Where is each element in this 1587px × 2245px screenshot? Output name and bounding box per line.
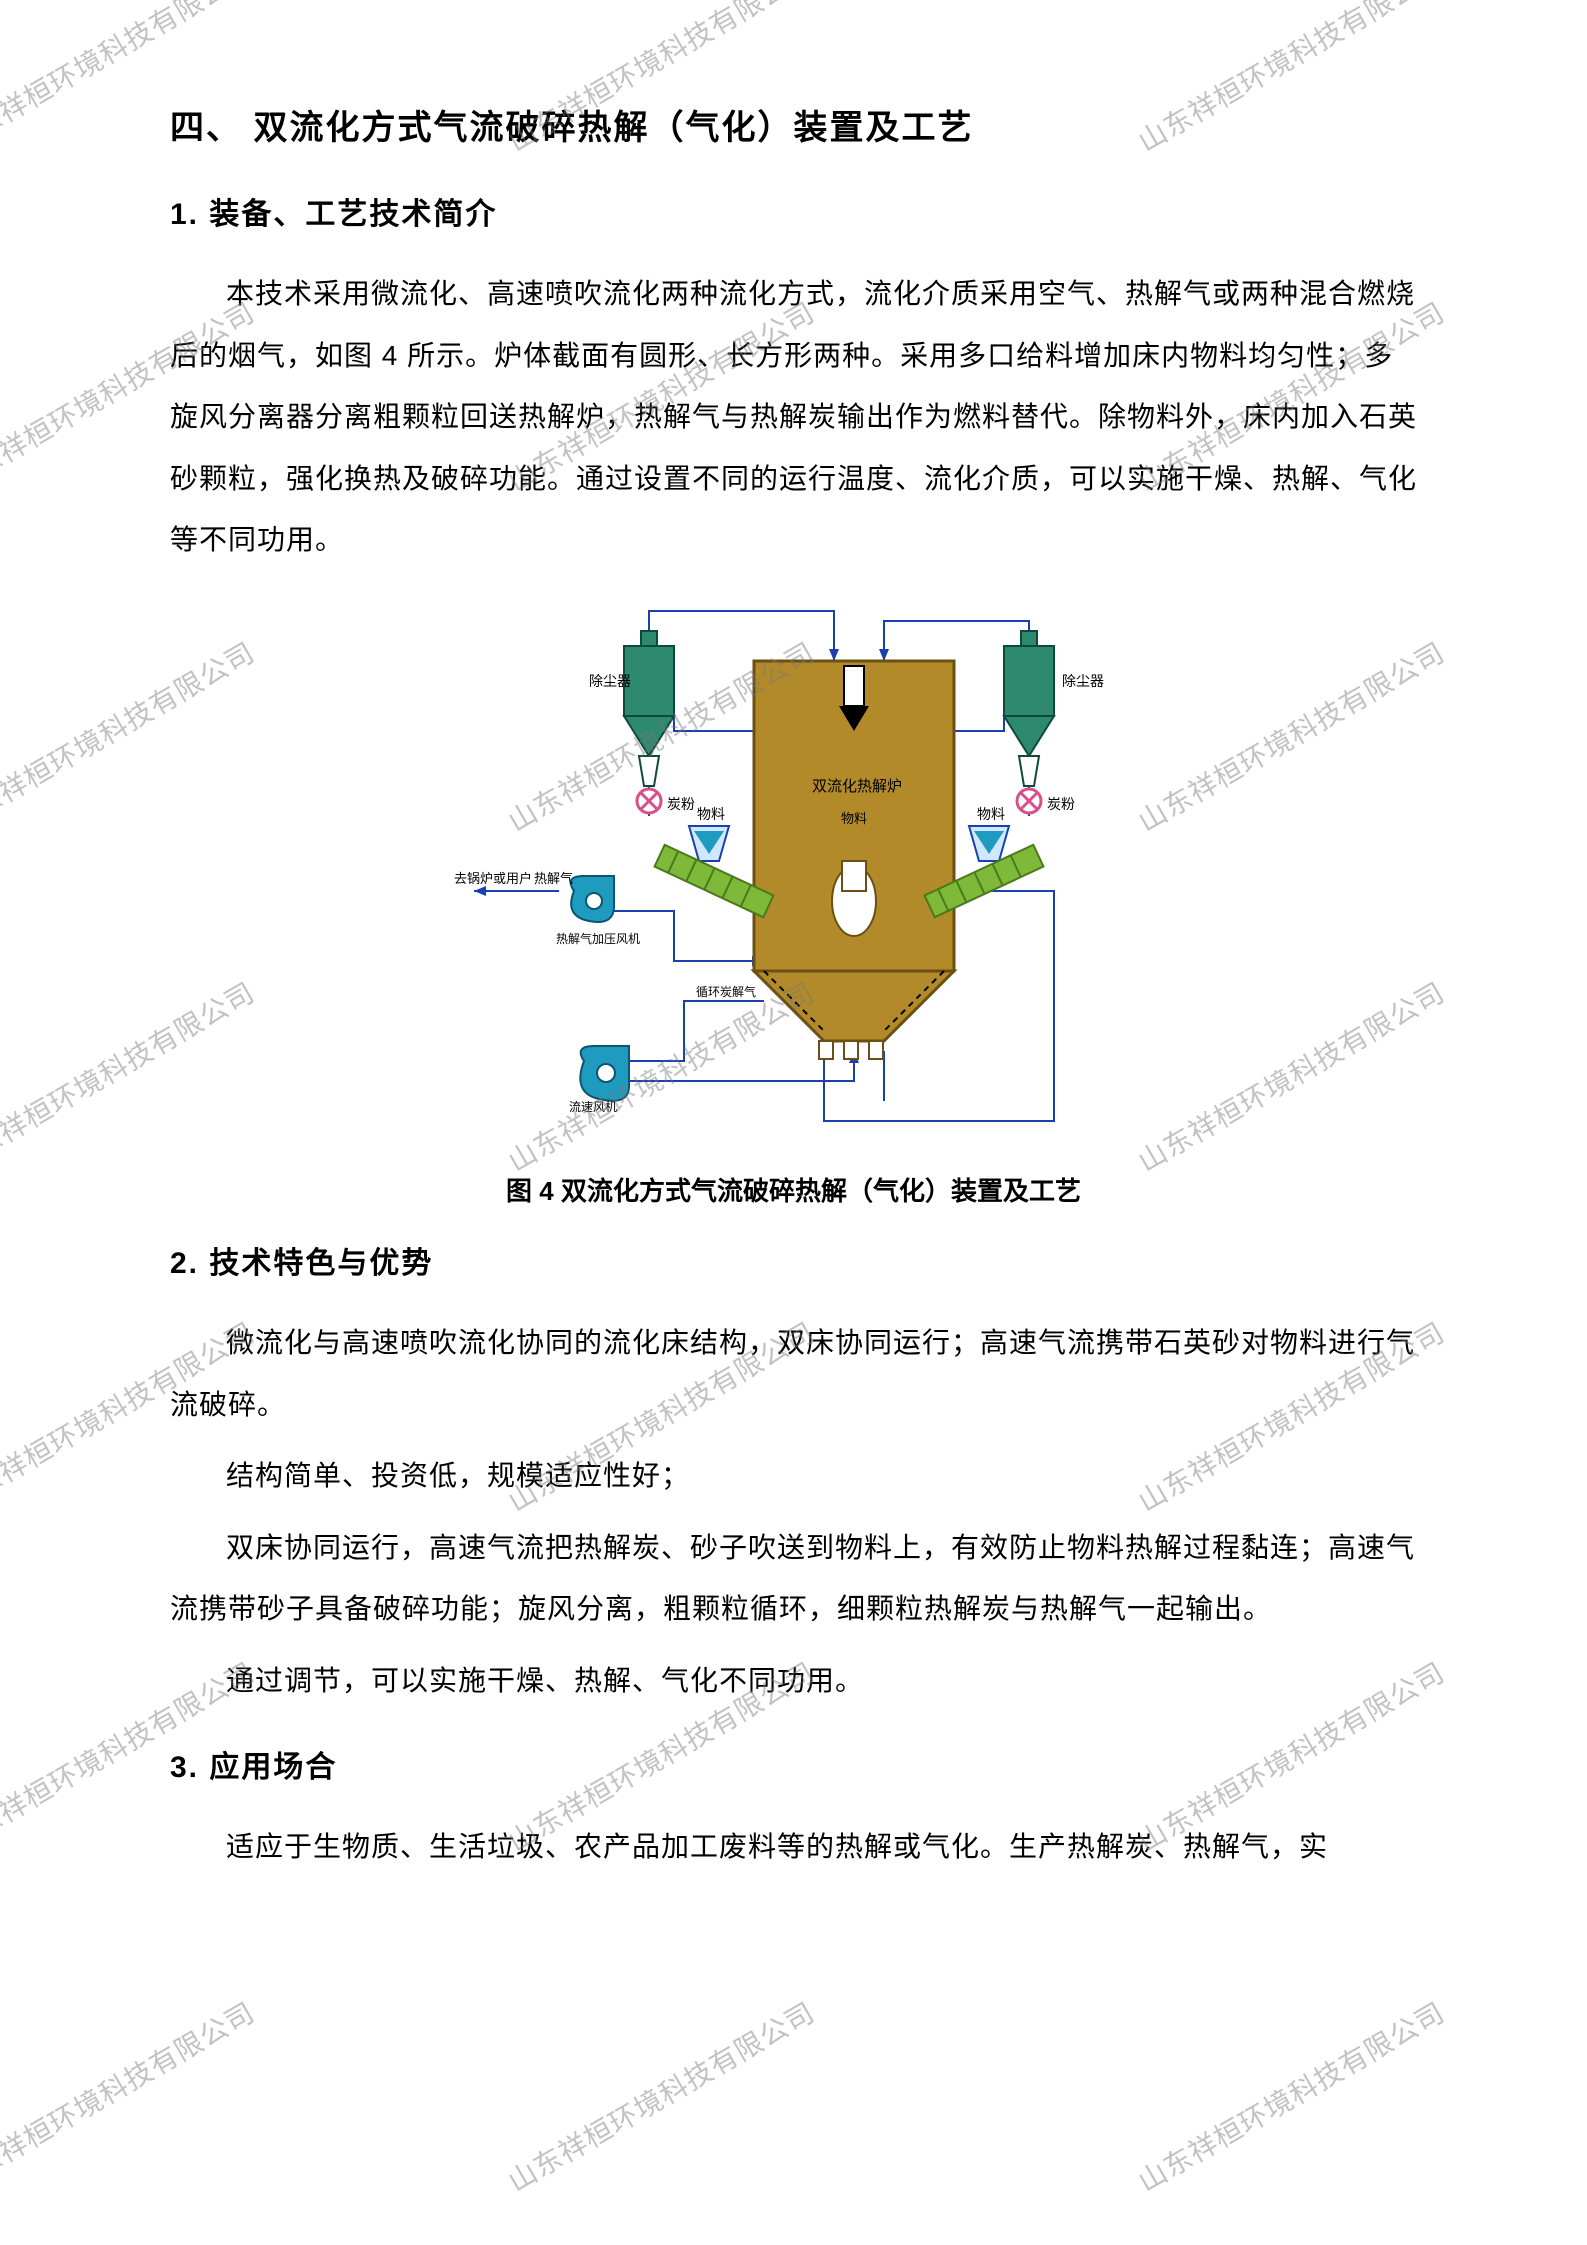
- label-hot-gas-fan: 热解气加压风机: [556, 931, 640, 946]
- label-feed-left: 物料: [697, 807, 725, 823]
- label-recycle: 循环炭解气: [696, 984, 756, 999]
- valve-left-icon: [637, 789, 661, 813]
- cyclone-right-icon: [1004, 631, 1054, 786]
- hopper-left-icon: [689, 826, 729, 861]
- watermark-text: 山东祥桓环境科技有限公司: [0, 1991, 261, 2200]
- label-char-left: 炭粉: [667, 797, 695, 813]
- figure4-diagram: 除尘器 除尘器 炭粉 炭粉 物料 物料 双流化热解炉 去锅炉或用户 热解气 热解…: [414, 591, 1174, 1151]
- cyclone-left-icon: [624, 631, 674, 786]
- fan2-icon: [580, 1046, 629, 1101]
- section2-p4: 通过调节，可以实施干燥、热解、气化不同功用。: [170, 1650, 1417, 1712]
- label-speed-fan: 流速风机: [569, 1100, 617, 1114]
- label-char-right: 炭粉: [1047, 797, 1075, 813]
- process-diagram-svg: 除尘器 除尘器 炭粉 炭粉 物料 物料 双流化热解炉 去锅炉或用户 热解气 热解…: [414, 591, 1174, 1151]
- section2-p1: 微流化与高速喷吹流化协同的流化床结构，双床协同运行；高速气流携带石英砂对物料进行…: [170, 1312, 1417, 1435]
- valve-right-icon: [1017, 789, 1041, 813]
- heading-main: 四、 双流化方式气流破碎热解（气化）装置及工艺: [170, 100, 1417, 149]
- document-page: 四、 双流化方式气流破碎热解（气化）装置及工艺 1. 装备、工艺技术简介 本技术…: [0, 0, 1587, 1987]
- label-furnace: 双流化热解炉: [812, 778, 902, 795]
- watermark-text: 山东祥桓环境科技有限公司: [500, 1991, 821, 2200]
- section2-p3: 双床协同运行，高速气流把热解炭、砂子吹送到物料上，有效防止物料热解过程黏连；高速…: [170, 1517, 1417, 1640]
- section2-p2: 结构简单、投资低，规模适应性好；: [170, 1445, 1417, 1507]
- label-dust-right: 除尘器: [1062, 674, 1104, 690]
- label-dust-left: 除尘器: [589, 674, 631, 690]
- hopper-right-icon: [969, 826, 1009, 861]
- label-to-boiler: 去锅炉或用户: [454, 871, 532, 886]
- watermark-text: 山东祥桓环境科技有限公司: [1130, 1991, 1451, 2200]
- figure4-container: 除尘器 除尘器 炭粉 炭粉 物料 物料 双流化热解炉 去锅炉或用户 热解气 热解…: [170, 591, 1417, 1151]
- figure4-caption: 图 4 双流化方式气流破碎热解（气化）装置及工艺: [170, 1171, 1417, 1208]
- section2-title: 2. 技术特色与优势: [170, 1238, 1417, 1282]
- fan1-icon: [570, 876, 613, 922]
- label-hot-gas: 热解气: [534, 871, 573, 886]
- label-feed-right: 物料: [977, 807, 1005, 823]
- section3-p1: 适应于生物质、生活垃圾、农产品加工废料等的热解或气化。生产热解炭、热解气，实: [170, 1816, 1417, 1878]
- section1-title: 1. 装备、工艺技术简介: [170, 189, 1417, 233]
- furnace-icon: [754, 661, 954, 1059]
- section1-para: 本技术采用微流化、高速喷吹流化两种流化方式，流化介质采用空气、热解气或两种混合燃…: [170, 263, 1417, 571]
- section3-title: 3. 应用场合: [170, 1742, 1417, 1786]
- label-feed-center: 物料: [841, 811, 867, 826]
